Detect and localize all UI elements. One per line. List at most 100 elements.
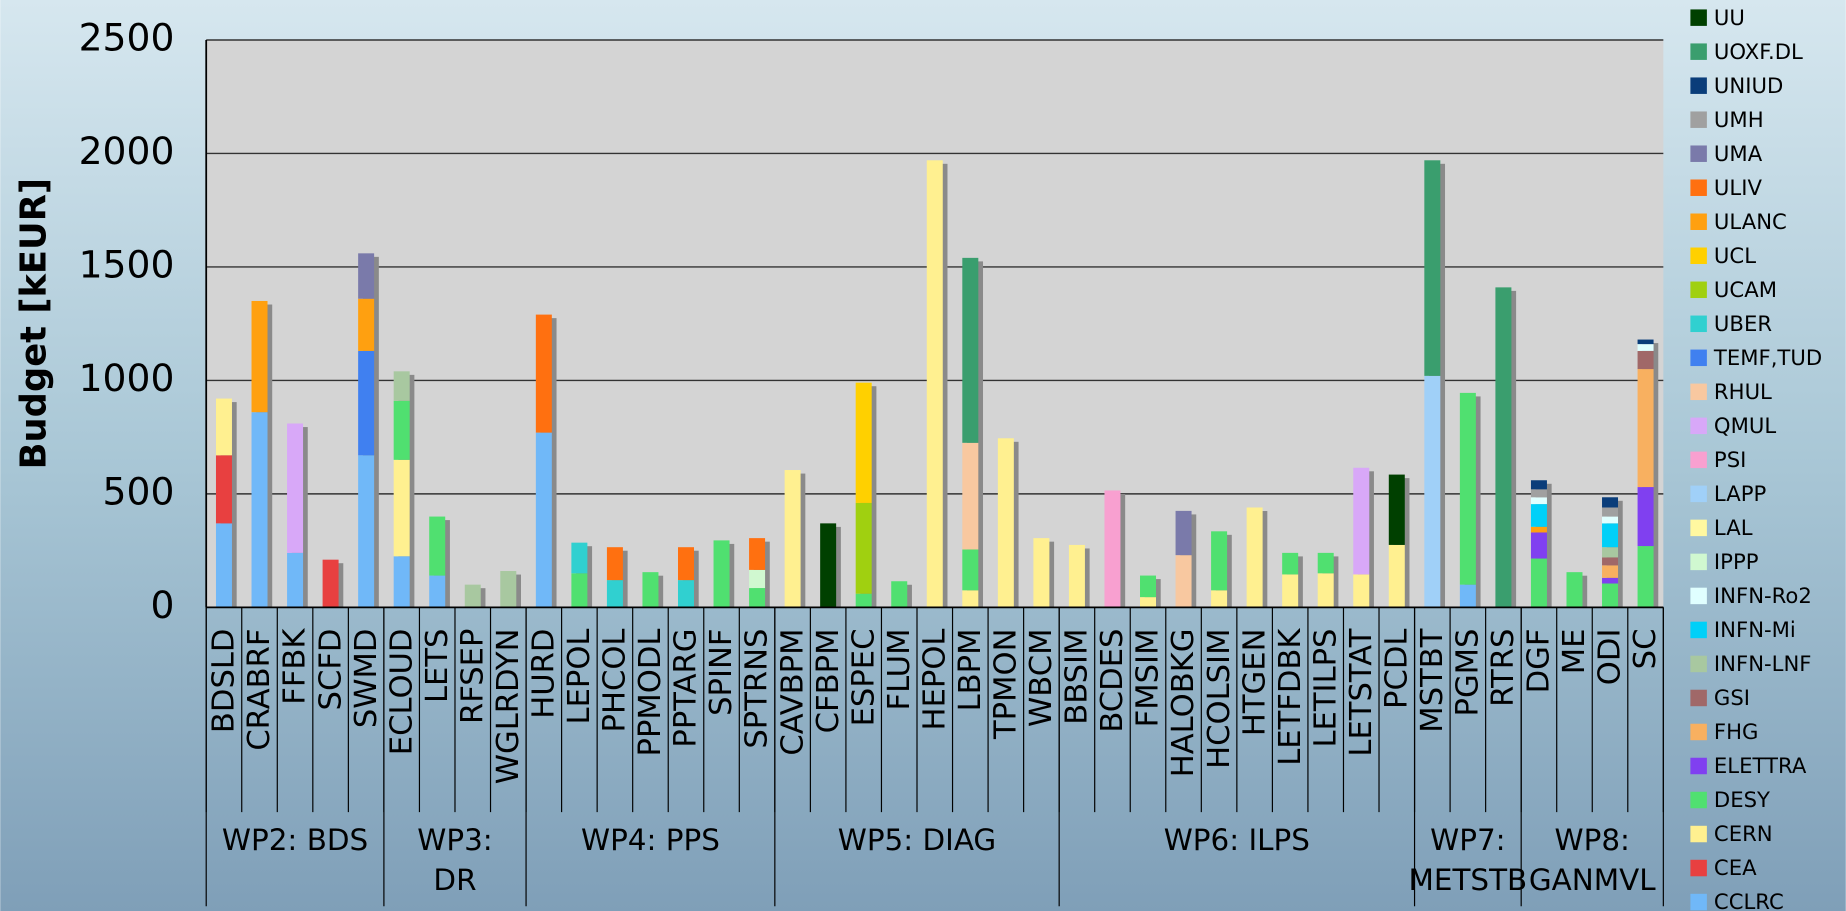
x-tick-label: LETFDBK bbox=[1273, 628, 1308, 766]
y-tick-label: 500 bbox=[103, 469, 175, 513]
x-tick-label: TPMON bbox=[989, 629, 1024, 741]
bar-segment bbox=[1530, 526, 1547, 533]
bar-segment bbox=[215, 455, 232, 524]
bar-segment bbox=[1282, 574, 1299, 608]
bar-segment bbox=[855, 382, 872, 503]
bar-segment bbox=[855, 502, 872, 594]
y-tick-label: 0 bbox=[150, 583, 174, 627]
x-tick-label: CFBPM bbox=[811, 629, 846, 734]
legend-swatch bbox=[1690, 723, 1707, 741]
bar-segment bbox=[1637, 344, 1654, 351]
bar-segment bbox=[393, 371, 410, 401]
bar-segment bbox=[1530, 532, 1547, 559]
bar-segment bbox=[1495, 287, 1512, 608]
x-tick-label: LBPM bbox=[953, 629, 988, 712]
bar-segment bbox=[677, 547, 694, 581]
x-tick-label: HEPOL bbox=[917, 629, 952, 731]
bar-segment bbox=[713, 540, 730, 608]
legend-swatch bbox=[1690, 315, 1707, 333]
bar-segment bbox=[749, 569, 766, 589]
bar-segment bbox=[1637, 546, 1654, 608]
bar-segment bbox=[464, 584, 481, 608]
x-tick-label: FLUM bbox=[882, 629, 917, 711]
bar-segment bbox=[571, 542, 588, 574]
y-axis-label: Budget [kEUR] bbox=[14, 178, 55, 469]
legend-label: UCL bbox=[1714, 243, 1756, 268]
bar-segment bbox=[1424, 375, 1441, 608]
x-tick-label: PHCOL bbox=[598, 629, 633, 733]
legend-swatch bbox=[1690, 111, 1707, 128]
legend-label: LAL bbox=[1714, 515, 1753, 540]
bar-segment bbox=[1530, 558, 1547, 608]
bar-segment bbox=[606, 547, 623, 581]
bar-segment bbox=[500, 571, 517, 608]
bar-segment bbox=[1602, 497, 1619, 508]
bar-segment bbox=[1530, 480, 1547, 490]
legend-swatch bbox=[1690, 587, 1707, 605]
x-tick-label: ME bbox=[1557, 629, 1592, 675]
legend-label: CCLRC bbox=[1714, 889, 1784, 911]
bar-segment bbox=[1353, 467, 1370, 575]
legend-swatch bbox=[1690, 519, 1707, 537]
bar-segment bbox=[962, 549, 979, 591]
bar-segment bbox=[1211, 531, 1228, 591]
x-tick-label: FMSIM bbox=[1131, 629, 1166, 728]
x-tick-label: BDSLD bbox=[207, 629, 242, 734]
bar-segment bbox=[287, 423, 304, 553]
group-label: WP6: ILPS bbox=[1164, 823, 1310, 857]
legend-label: ELETTRA bbox=[1714, 753, 1807, 778]
legend-swatch bbox=[1690, 757, 1707, 775]
group-label: METSTB bbox=[1409, 863, 1528, 897]
x-tick-label: SC bbox=[1628, 629, 1663, 670]
bar-segment bbox=[215, 398, 232, 456]
bar-segment bbox=[1353, 574, 1370, 608]
group-label: WP2: BDS bbox=[222, 823, 368, 857]
legend-label: INFN-LNF bbox=[1714, 651, 1812, 676]
y-tick-label: 1500 bbox=[79, 242, 175, 286]
x-tick-label: SPINF bbox=[704, 629, 739, 716]
bar-segment bbox=[429, 575, 446, 608]
legend-swatch bbox=[1690, 43, 1707, 60]
bar-segment bbox=[1602, 547, 1619, 558]
bar-segment bbox=[962, 257, 979, 443]
bar-segment bbox=[1637, 487, 1654, 547]
bar-segment bbox=[1033, 538, 1050, 608]
bar-segment bbox=[1068, 544, 1085, 608]
legend-label: INFN-Ro2 bbox=[1714, 583, 1812, 608]
x-tick-label: BBSIM bbox=[1060, 629, 1095, 725]
legend-swatch bbox=[1690, 383, 1707, 401]
legend-swatch bbox=[1690, 655, 1707, 673]
bar-segment bbox=[1602, 557, 1619, 566]
x-tick-label: WBCM bbox=[1024, 629, 1059, 727]
legend-swatch bbox=[1690, 893, 1707, 911]
bar-segment bbox=[749, 538, 766, 570]
bar-segment bbox=[926, 160, 943, 608]
bar-segment bbox=[393, 459, 410, 557]
legend-swatch bbox=[1690, 145, 1707, 162]
x-tick-label: ODI bbox=[1593, 629, 1628, 686]
bar-segment bbox=[1175, 510, 1192, 556]
legend-swatch bbox=[1690, 247, 1707, 265]
bar-segment bbox=[1211, 590, 1228, 608]
legend-swatch bbox=[1690, 417, 1707, 435]
bar-segment bbox=[1104, 490, 1121, 608]
bar-segment bbox=[1637, 369, 1654, 488]
bar-segment bbox=[535, 314, 552, 433]
x-tick-label: PPMODL bbox=[633, 629, 668, 757]
bar-segment bbox=[1530, 504, 1547, 527]
bar-segment bbox=[358, 455, 375, 608]
bar-segment bbox=[1566, 572, 1583, 608]
x-tick-label: CRABRF bbox=[242, 629, 277, 751]
group-label: WP3: bbox=[417, 823, 492, 857]
x-tick-label: RTRS bbox=[1486, 629, 1521, 707]
bar-segment bbox=[1388, 474, 1405, 545]
y-tick-label: 2500 bbox=[79, 16, 175, 60]
x-tick-label: SPTRNS bbox=[740, 629, 775, 749]
x-tick-label: DGF bbox=[1522, 629, 1557, 694]
bar-segment bbox=[393, 556, 410, 608]
x-tick-label: LETSTAT bbox=[1344, 628, 1379, 756]
bar-segment bbox=[1388, 544, 1405, 608]
legend-label: ULANC bbox=[1714, 209, 1787, 234]
